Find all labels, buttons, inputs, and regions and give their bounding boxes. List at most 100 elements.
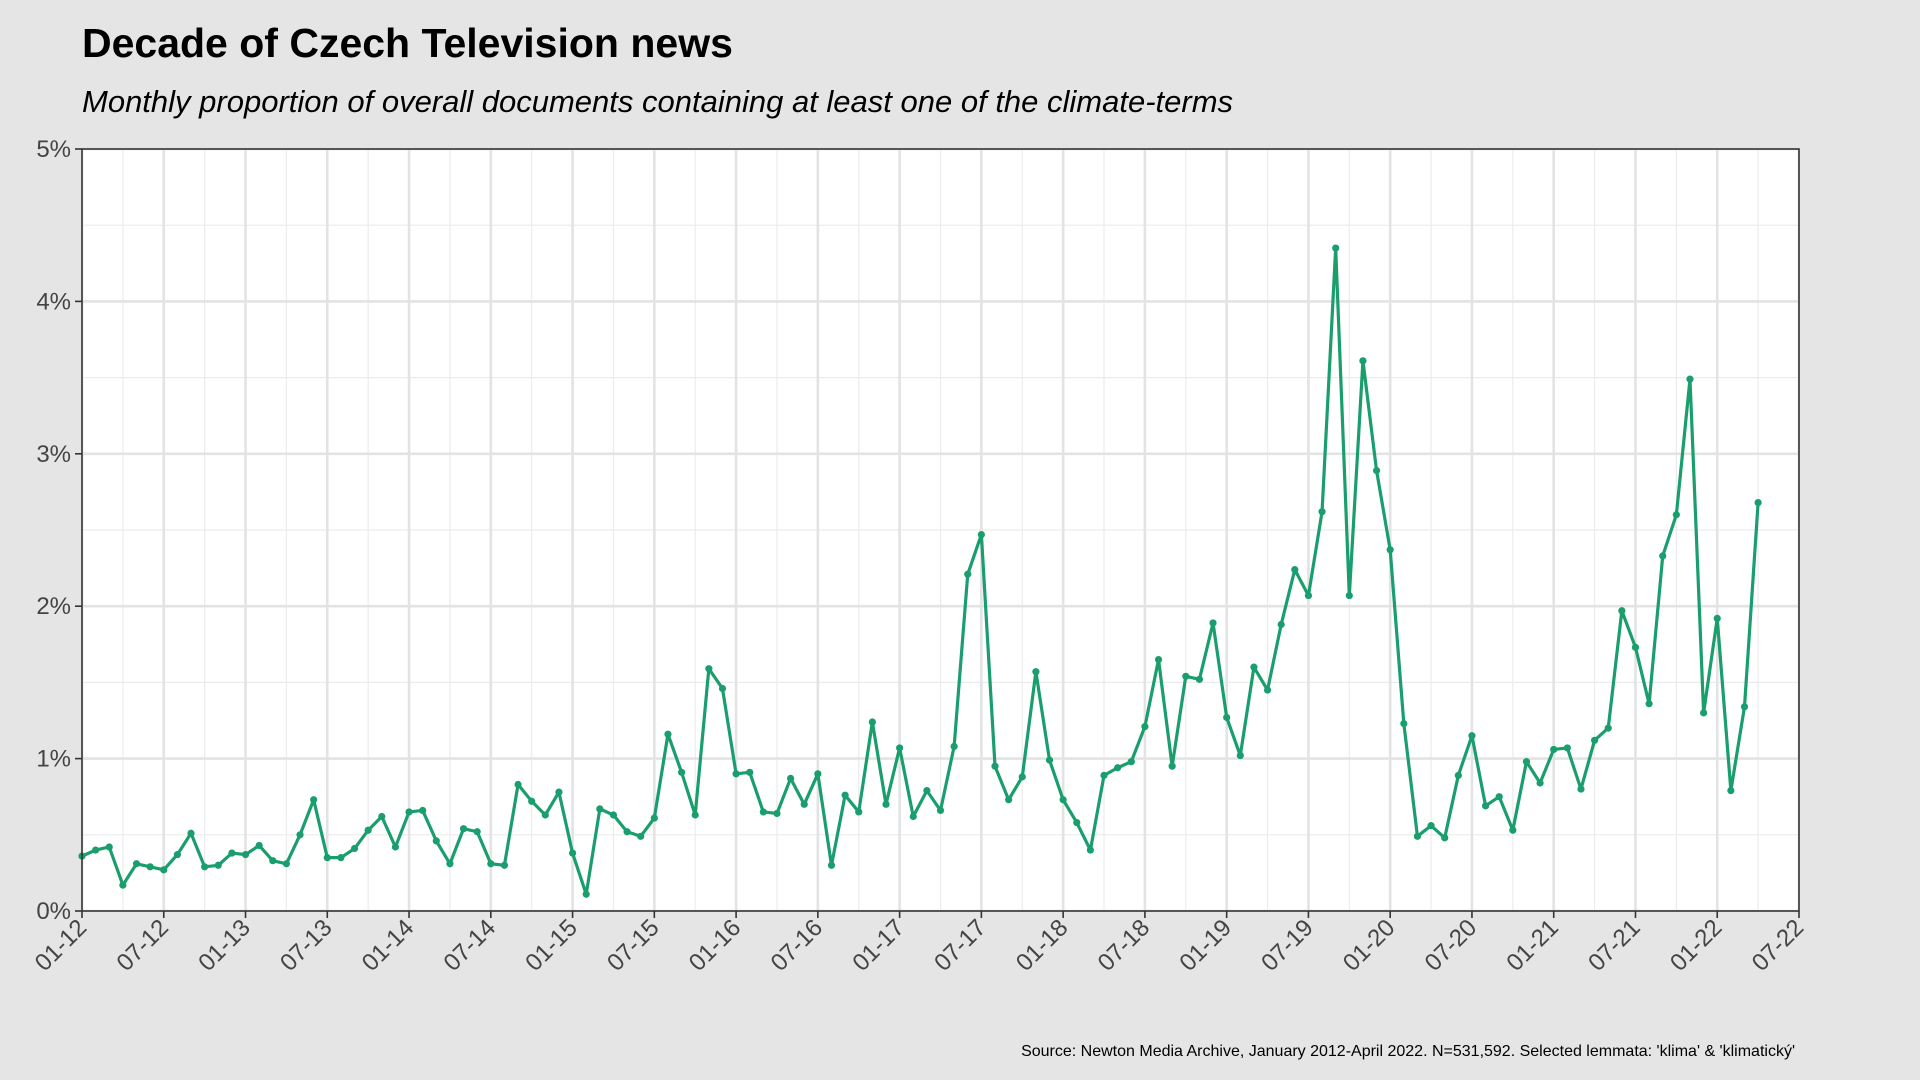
data-point (201, 863, 209, 871)
data-point (555, 788, 563, 796)
data-point (296, 831, 304, 839)
data-point (909, 812, 917, 821)
data-point (800, 800, 808, 808)
x-tick-label: 07-13 (275, 914, 338, 977)
x-tick-label: 01-13 (193, 914, 256, 977)
data-point (1631, 643, 1640, 651)
data-point (1304, 591, 1313, 600)
x-tick-label: 07-21 (1583, 914, 1646, 977)
data-point (1563, 744, 1571, 752)
data-point (841, 791, 849, 799)
chart-caption: Source: Newton Media Archive, January 20… (1021, 1043, 1795, 1060)
data-point (391, 843, 400, 851)
data-point (446, 860, 454, 868)
data-point (1154, 655, 1163, 664)
data-point (1032, 668, 1040, 676)
data-point (1672, 511, 1680, 519)
data-point (146, 863, 154, 871)
data-point (637, 832, 645, 840)
data-point (92, 846, 100, 854)
data-point (1522, 758, 1531, 766)
data-point (1332, 244, 1340, 252)
data-point (1182, 672, 1190, 680)
plot-border (81, 148, 1800, 912)
data-point (1277, 620, 1285, 629)
data-point (1413, 832, 1422, 840)
data-point (1100, 771, 1108, 779)
data-point (1686, 375, 1694, 383)
data-point (1441, 834, 1449, 842)
data-point (896, 744, 904, 752)
data-point (1086, 846, 1094, 854)
x-tick-label: 07-12 (112, 914, 175, 977)
data-point (1400, 719, 1408, 728)
x-tick-label: 01-14 (357, 914, 420, 977)
y-tick-label: 4% (36, 288, 71, 315)
x-tick-label: 01-18 (1011, 914, 1074, 977)
x-tick-label: 01-20 (1338, 914, 1401, 977)
data-point (1263, 686, 1272, 694)
data-point (432, 837, 440, 845)
data-point (310, 796, 318, 804)
y-tick-label: 5% (36, 136, 71, 163)
data-point (923, 787, 931, 795)
data-point (1114, 764, 1122, 772)
y-tick-label: 1% (36, 746, 71, 773)
data-point (459, 825, 468, 833)
data-point (568, 849, 577, 857)
data-point (132, 860, 141, 868)
data-point (1590, 736, 1599, 744)
x-tick-label: 07-19 (1256, 914, 1319, 977)
data-point (173, 851, 181, 859)
data-point (1713, 614, 1721, 622)
data-point (664, 730, 672, 738)
x-tick-label: 01-21 (1501, 914, 1564, 977)
data-point (378, 812, 386, 821)
data-point (1209, 619, 1217, 627)
data-point (282, 860, 291, 868)
data-point (650, 814, 658, 822)
data-point (1740, 703, 1749, 711)
data-point (1372, 466, 1381, 475)
data-point (1195, 675, 1204, 683)
x-tick-label: 01-16 (684, 914, 747, 977)
x-tick-label: 07-16 (766, 914, 829, 977)
data-point (691, 811, 699, 819)
data-point (773, 809, 781, 818)
data-point (1509, 826, 1517, 834)
data-point (1495, 793, 1503, 801)
data-point (187, 829, 195, 837)
data-point (1604, 724, 1612, 732)
data-point (1073, 819, 1081, 827)
data-point (882, 800, 890, 808)
x-tick-label: 07-14 (439, 914, 502, 977)
data-point (1223, 713, 1231, 722)
y-tick-label: 3% (36, 441, 71, 468)
data-point (1318, 508, 1326, 516)
data-point (1427, 822, 1435, 830)
data-point (746, 768, 754, 776)
data-point (1727, 787, 1735, 795)
data-point (582, 890, 590, 898)
data-point (1141, 722, 1149, 731)
data-point (623, 828, 631, 836)
data-point (1659, 552, 1667, 560)
data-point (1536, 779, 1544, 787)
data-point (105, 843, 113, 851)
data-point (1754, 498, 1762, 507)
data-point (1550, 745, 1558, 754)
data-point (255, 841, 263, 850)
data-point (473, 828, 481, 836)
data-point (1291, 566, 1299, 574)
data-point (718, 684, 727, 693)
chart-title: Decade of Czech Television news (82, 20, 733, 66)
data-point (1250, 663, 1258, 671)
data-point (1005, 796, 1013, 804)
data-point (1454, 771, 1462, 779)
x-tick-label: 07-20 (1420, 914, 1483, 977)
y-tick-label: 0% (36, 898, 71, 925)
data-point (609, 811, 618, 819)
x-tick-label: 07-18 (1093, 914, 1156, 977)
data-point (950, 742, 958, 751)
